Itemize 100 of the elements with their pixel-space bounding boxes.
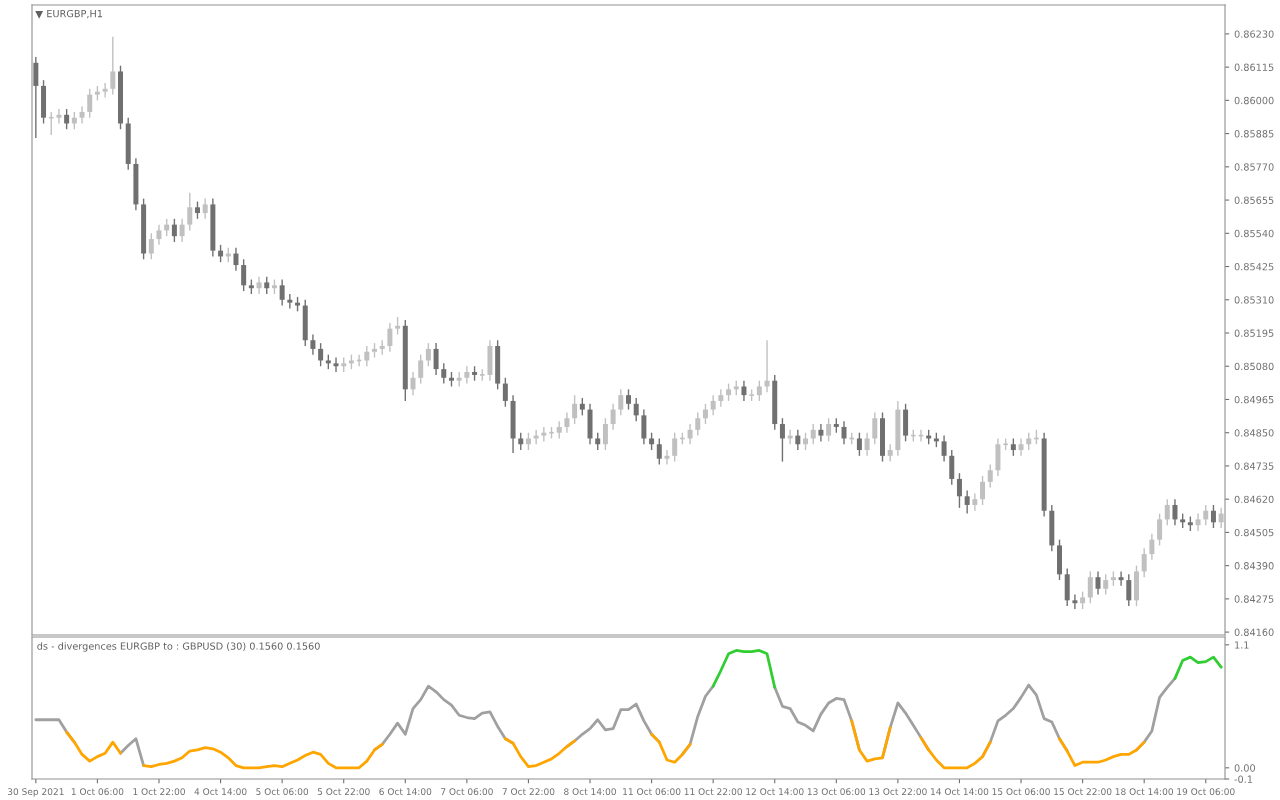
x-tick-label: 7 Oct 06:00 [441, 788, 493, 796]
y-tick-label: 0.84735 [1234, 462, 1274, 470]
y-tick-label: 0.85310 [1234, 296, 1274, 304]
candlestick [1103, 573, 1109, 596]
x-tick-label: 4 Oct 14:00 [194, 788, 247, 796]
candlestick [202, 197, 208, 220]
candlestick [102, 82, 108, 99]
candlestick [87, 88, 93, 119]
x-tick-label: 5 Oct 22:00 [317, 788, 370, 796]
candlestick [456, 371, 462, 388]
candlestick [756, 379, 762, 402]
candlestick [1218, 507, 1224, 529]
y-tick-label: 0.85540 [1234, 229, 1274, 238]
y-tick-label: 0.85195 [1234, 329, 1274, 337]
candlestick [564, 411, 570, 434]
candlestick [633, 397, 639, 422]
candlestick [310, 333, 316, 356]
chart-title: EURGBP,H1 [47, 9, 103, 19]
candlestick [1141, 547, 1147, 578]
candlestick [949, 449, 955, 486]
candlestick [441, 362, 447, 385]
candlestick [1172, 498, 1178, 526]
candlestick [795, 429, 801, 451]
x-tick-label: 15 Oct 06:00 [992, 788, 1050, 796]
x-tick-label: 13 Oct 22:00 [869, 788, 927, 796]
y-tick-label: 0.84505 [1234, 528, 1274, 537]
candlestick [410, 371, 416, 396]
x-tick-label: 30 Sep 2021 [7, 788, 64, 797]
y-tick-label: 0.85655 [1234, 196, 1274, 204]
candlestick [256, 275, 262, 295]
candlestick [972, 492, 978, 512]
candlestick [602, 417, 608, 451]
candlestick [941, 434, 947, 463]
candlestick [1210, 504, 1216, 529]
candlestick [241, 258, 247, 292]
x-tick-label: 8 Oct 14:00 [564, 788, 616, 796]
candlestick [56, 108, 62, 125]
candlestick [618, 388, 624, 417]
candlestick [1157, 512, 1163, 547]
candlestick [425, 342, 431, 367]
candlestick [541, 426, 547, 443]
y-tick-label: 0.84390 [1234, 562, 1274, 570]
candlestick [1164, 498, 1170, 526]
candlestick [33, 56, 39, 139]
candlestick [1203, 504, 1209, 526]
candlestick [702, 403, 708, 425]
candlestick [279, 278, 285, 307]
candlestick [48, 111, 55, 136]
candlestick [1087, 570, 1093, 604]
candlestick [572, 394, 578, 425]
candlestick [818, 423, 824, 443]
candlestick [887, 443, 893, 463]
candlestick [464, 365, 470, 385]
candlestick [187, 192, 193, 232]
candlestick [718, 388, 724, 408]
candlestick [502, 377, 508, 408]
text: ds - divergences EURGBP to : GBPUSD (30) 0.1560 0.1560 [37, 642, 320, 652]
candlestick [664, 449, 670, 466]
y-tick-label: 0.84275 [1234, 595, 1274, 603]
x-tick-label: 6 Oct 14:00 [379, 788, 432, 796]
candlestick [695, 411, 701, 437]
x-tick-label: 1 Oct 22:00 [133, 788, 185, 796]
x-tick-label: 5 Oct 06:00 [256, 788, 309, 796]
candlestick [980, 475, 986, 506]
candlestick [1018, 437, 1024, 457]
candlestick [641, 408, 647, 445]
y-tick-label: 0.84160 [1234, 628, 1274, 636]
candlestick [333, 356, 339, 373]
candlestick [864, 432, 870, 457]
x-tick-label: 18 Oct 14:00 [1115, 788, 1174, 796]
candlestick [741, 379, 747, 402]
candlestick [1126, 573, 1132, 607]
candlestick [1095, 570, 1101, 596]
candlestick [110, 36, 116, 96]
y-tick-label: -0.1 [1234, 775, 1253, 783]
candlestick [171, 218, 177, 243]
y-tick-label: 0.85425 [1234, 263, 1274, 271]
candlestick [233, 247, 239, 272]
candlestick [872, 411, 878, 445]
y-tick-label: 0.86115 [1234, 63, 1274, 71]
candlestick [433, 342, 439, 376]
y-tick-label: 1.1 [1235, 641, 1249, 649]
x-tick-label: 11 Oct 22:00 [684, 788, 742, 796]
candlestick [148, 232, 154, 261]
candlestick [656, 437, 662, 466]
candlestick [710, 394, 716, 417]
candlestick [987, 463, 993, 489]
candlestick [1195, 512, 1201, 532]
candlestick [672, 432, 678, 463]
candlestick [610, 403, 616, 431]
candlestick [1118, 570, 1124, 587]
y-tick-label: 0.85080 [1234, 362, 1274, 371]
candlestick [387, 322, 393, 353]
x-tick-label: 13 Oct 06:00 [807, 788, 866, 796]
candlestick [287, 293, 293, 310]
candlestick [779, 417, 785, 463]
x-tick-label: 15 Oct 22:00 [1054, 788, 1112, 796]
candlestick [810, 423, 816, 445]
x-tick-label: 12 Oct 14:00 [746, 788, 804, 796]
y-tick-label: 0.84850 [1234, 429, 1274, 437]
